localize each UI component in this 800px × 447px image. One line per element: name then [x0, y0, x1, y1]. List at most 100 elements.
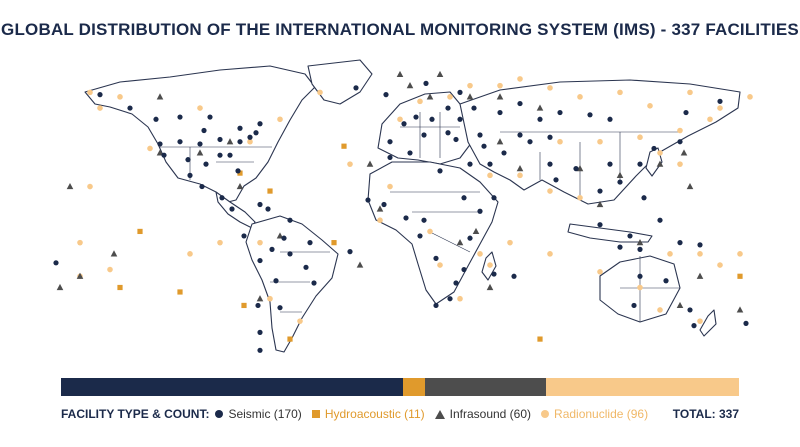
seismic-station-marker: [481, 143, 487, 149]
seismic-station-marker: [461, 195, 467, 201]
radionuclide-station-marker: [557, 138, 563, 145]
infrasound-station-marker: [496, 138, 504, 145]
seismic-station-marker: [197, 141, 203, 147]
seismic-station-marker: [203, 161, 209, 167]
radionuclide-station-marker: [417, 98, 423, 105]
legend-item-radionuclide: Radionuclide (96): [541, 407, 648, 421]
hydroacoustic-marker-icon: [311, 410, 320, 418]
infrasound-station-marker: [466, 93, 474, 100]
seismic-station-marker: [127, 105, 133, 111]
infrasound-station-marker: [56, 283, 64, 291]
legend-total: TOTAL: 337: [672, 407, 739, 421]
radionuclide-station-marker: [347, 161, 353, 167]
seismic-station-marker: [257, 201, 263, 208]
greenland-landmass: [307, 59, 373, 105]
radionuclide-station-marker: [707, 116, 713, 123]
continents: [84, 59, 741, 353]
seismic-station-marker: [657, 217, 663, 223]
radionuclide-station-marker: [147, 145, 153, 152]
infrasound-station-marker: [486, 283, 494, 291]
seismic-station-marker: [607, 161, 613, 167]
seismic-station-marker: [461, 266, 467, 273]
radionuclide-station-marker: [697, 318, 703, 324]
infrasound-station-marker: [686, 182, 694, 190]
seismic-station-marker: [471, 105, 477, 111]
seismic-station-marker: [227, 152, 233, 158]
seismic-station-marker: [697, 242, 703, 248]
infrasound-station-marker: [656, 160, 664, 167]
legend-heading: FACILITY TYPE & COUNT:: [61, 407, 210, 421]
seismic-station-marker: [497, 109, 503, 116]
seismic-station-marker: [281, 235, 287, 241]
seismic-station-marker: [597, 188, 603, 194]
bar-segment-hydroacoustic: [403, 378, 426, 396]
seismic-station-marker: [257, 257, 263, 264]
infrasound-marker-icon: [434, 409, 445, 419]
hydroacoustic-station-marker: [237, 170, 243, 176]
hydroacoustic-station-marker: [177, 289, 183, 295]
infrasound-station-marker: [616, 171, 624, 178]
seismic-station-marker: [387, 154, 393, 161]
radionuclide-station-marker: [637, 134, 643, 141]
seismic-station-marker: [311, 280, 317, 286]
seismic-station-marker: [303, 264, 309, 270]
seismic-station-marker: [491, 195, 497, 201]
seismic-station-marker: [237, 139, 243, 145]
seismic-station-marker: [637, 246, 643, 252]
seismic-station-marker: [677, 240, 683, 246]
infrasound-station-marker: [376, 205, 384, 212]
radionuclide-station-marker: [717, 262, 723, 268]
radionuclide-station-marker: [467, 82, 473, 89]
radionuclide-station-marker: [547, 85, 553, 91]
seismic-station-marker: [247, 134, 253, 140]
radionuclide-station-marker: [597, 269, 603, 275]
infrasound-station-marker: [536, 104, 544, 111]
seismic-station-marker: [153, 116, 159, 122]
seismic-station-marker: [433, 255, 439, 261]
radionuclide-station-marker: [377, 217, 383, 224]
seismic-station-marker: [187, 172, 193, 178]
seismic-station-marker: [241, 233, 247, 239]
world-map: [53, 59, 753, 353]
indonesia-landmass: [567, 223, 653, 243]
infrasound-station-marker: [680, 149, 688, 156]
seismic-station-marker: [457, 116, 463, 122]
seismic-station-marker: [287, 217, 293, 223]
radionuclide-station-marker: [637, 284, 643, 291]
seismic-station-marker: [201, 127, 207, 134]
seismic-station-marker: [217, 136, 223, 143]
seismic-station-marker: [381, 201, 387, 208]
seismic-station-marker: [287, 251, 293, 257]
seismic-station-marker: [177, 139, 183, 145]
infrasound-station-marker: [696, 272, 704, 279]
infrasound-station-marker: [472, 227, 480, 235]
radionuclide-station-marker: [477, 251, 483, 257]
japan-landmass: [645, 147, 663, 177]
seismic-station-marker: [457, 89, 463, 95]
seismic-station-marker: [477, 132, 483, 138]
seismic-station-marker: [651, 145, 657, 152]
seismic-station-marker: [511, 273, 517, 279]
hydroacoustic-station-marker: [331, 240, 337, 246]
radionuclide-station-marker: [387, 183, 393, 190]
seismic-station-marker: [407, 150, 413, 156]
infrasound-station-marker: [226, 138, 234, 145]
radionuclide-station-marker: [617, 89, 623, 96]
seismic-station-marker: [547, 134, 553, 140]
seismic-station-marker: [437, 168, 443, 174]
infrasound-station-marker: [366, 160, 374, 167]
seismic-station-marker: [553, 177, 559, 183]
seismic-station-marker: [307, 240, 313, 246]
seismic-station-marker: [421, 132, 427, 138]
infrasound-station-marker: [236, 182, 244, 190]
seismic-station-marker: [387, 139, 393, 145]
radionuclide-station-marker: [427, 228, 433, 235]
radionuclide-station-marker: [677, 161, 683, 167]
seismic-station-marker: [401, 121, 407, 127]
radionuclide-station-marker: [297, 318, 303, 324]
infrasound-station-marker: [676, 301, 684, 309]
legend-label-seismic: Seismic (170): [228, 407, 302, 421]
seismic-station-marker: [207, 114, 213, 120]
seismic-station-marker: [403, 215, 409, 221]
europe-landmass: [377, 91, 473, 165]
